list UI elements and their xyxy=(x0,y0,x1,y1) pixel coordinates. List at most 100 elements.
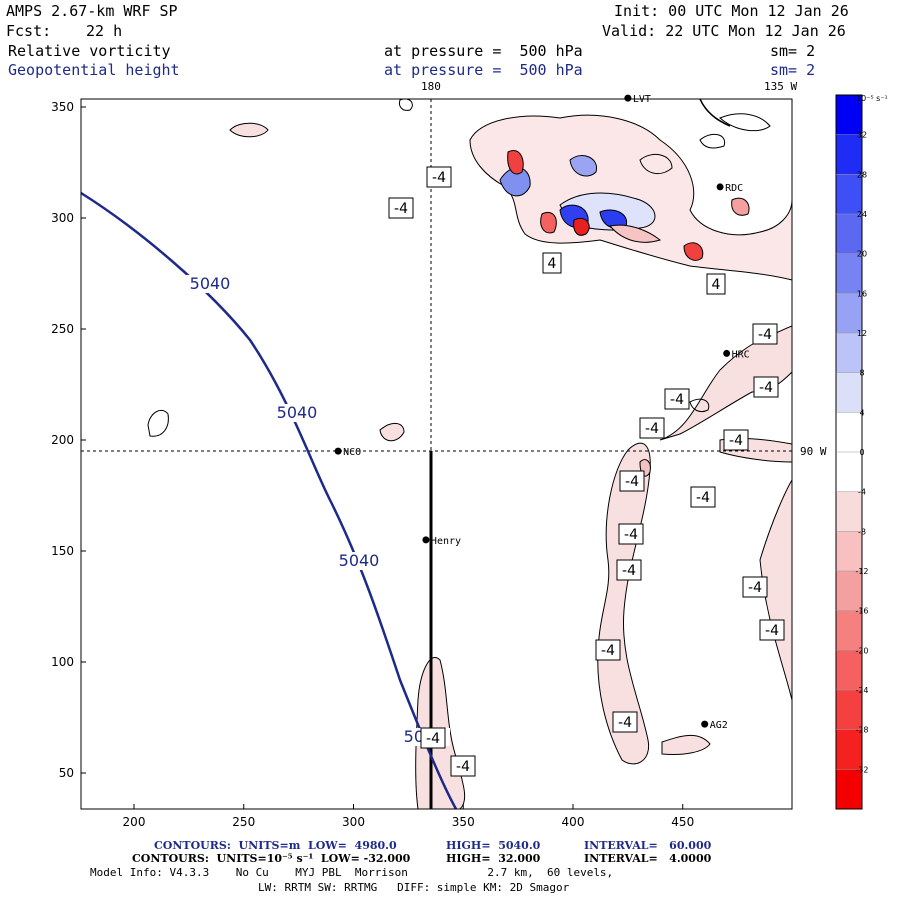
vorticity-contour-label: -4 xyxy=(758,327,772,343)
station-dot xyxy=(624,94,632,102)
parallel-label-90w: 90 W xyxy=(800,445,827,458)
colorbar-segment xyxy=(836,610,862,651)
station-markers: NCO Henry HRC RDC AG2 LVT xyxy=(334,94,750,731)
y-axis: 350 300 250 200 150 100 50 xyxy=(51,100,86,780)
vorticity-contour-label: -4 xyxy=(624,527,638,543)
y-tick-label: 150 xyxy=(51,544,74,558)
x-tick-label: 400 xyxy=(562,815,585,829)
colorbar-segment xyxy=(836,531,862,572)
colorbar-label: 32 xyxy=(857,131,867,140)
colorbar-segment xyxy=(836,372,862,413)
colorbar-segment xyxy=(836,491,862,532)
vorticity-band xyxy=(597,442,651,765)
vorticity-contour-label: -4 xyxy=(670,392,684,408)
colorbar-unit: 10⁻⁵ s⁻¹ xyxy=(856,94,888,103)
colorbar-label: -12 xyxy=(855,567,868,576)
vorticity-cluster xyxy=(683,242,704,261)
field2-level: at pressure = 500 hPa xyxy=(384,61,583,79)
vorticity-cluster xyxy=(639,153,673,175)
station-label: RDC xyxy=(725,183,743,194)
colorbar-label: -20 xyxy=(855,646,868,655)
colorbar: 32 28 24 20 16 12 8 4 0 -4 -8 -12 -16 -20 -24 -28 -32 xyxy=(835,94,869,810)
plot-frame xyxy=(80,98,793,810)
height-contour-label: 5040 xyxy=(277,403,318,422)
model-info: Model Info: V4.3.3 No Cu MYJ PBL Morriso… xyxy=(90,866,614,879)
vorticity-cluster xyxy=(609,224,662,243)
station-label: HRC xyxy=(732,349,750,360)
height-contour-5040 xyxy=(80,191,458,810)
vorticity-contour-label: -4 xyxy=(748,580,762,596)
station-label: NCO xyxy=(343,447,361,458)
vorticity-cluster xyxy=(573,218,590,236)
vorticity-label-box xyxy=(759,619,785,641)
vorticity-cell xyxy=(379,423,405,442)
station-dot xyxy=(334,447,342,455)
vorticity-contour-label: -4 xyxy=(618,715,632,731)
vorticity-label-box xyxy=(664,388,690,410)
station-label: Henry xyxy=(431,536,461,547)
field2-name: Geopotential height xyxy=(8,61,180,79)
height-contour-label: 5040 xyxy=(339,551,380,570)
vorticity-label-box xyxy=(752,323,778,345)
station-label: AG2 xyxy=(710,720,728,731)
y-tick-label: 200 xyxy=(51,433,74,447)
vorticity-label-box xyxy=(542,252,562,274)
vorticity-label-box xyxy=(723,429,749,451)
height-label-bg xyxy=(271,404,323,422)
station-dot xyxy=(422,536,430,544)
vorticity-contour-label: -4 xyxy=(394,201,408,217)
field2-smoothing: sm= 2 xyxy=(770,61,816,79)
colorbar-segment xyxy=(836,729,862,770)
station-label: LVT xyxy=(633,94,651,105)
height-contour-info-a: CONTOURS: UNITS=m LOW= 4980.0 xyxy=(154,839,397,852)
y-tick-label: 100 xyxy=(51,655,74,669)
colorbar-label: -24 xyxy=(855,686,868,695)
vorticity-cluster xyxy=(719,113,771,132)
init-time: Init: 00 UTC Mon 12 Jan 26 xyxy=(614,2,849,20)
station-dot xyxy=(716,183,724,191)
y-tick-label: 350 xyxy=(51,100,74,114)
colorbar-segment xyxy=(836,571,862,612)
vorticity-cluster xyxy=(540,212,557,234)
vorticity-cluster xyxy=(569,155,598,177)
forecast-value: 22 h xyxy=(86,22,123,40)
vorticity-cell xyxy=(689,398,710,413)
vorticity-label-box xyxy=(753,376,779,398)
vorticity-contour-label: -4 xyxy=(625,474,639,490)
vorticity-contour-label: -4 xyxy=(765,623,779,639)
x-tick-label: 450 xyxy=(671,815,694,829)
field1-smoothing: sm= 2 xyxy=(770,42,816,60)
vorticity-band xyxy=(659,325,792,441)
colorbar-label: 8 xyxy=(859,369,864,378)
colorbar-label: 20 xyxy=(857,250,867,259)
vorticity-label-box xyxy=(426,166,452,188)
colorbar-label: -4 xyxy=(858,488,866,497)
vorticity-band xyxy=(661,735,711,755)
x-tick-label: 200 xyxy=(123,815,146,829)
colorbar-label: 28 xyxy=(857,170,867,179)
vorticity-cell xyxy=(699,133,726,149)
vorticity-contour-label: -4 xyxy=(426,731,440,747)
height-label-bg xyxy=(333,552,385,570)
station-dot xyxy=(701,720,709,728)
colorbar-label: 16 xyxy=(857,289,867,298)
colorbar-label: 0 xyxy=(859,448,864,457)
height-contour-info-b: HIGH= 5040.0 xyxy=(446,839,541,852)
forecast-label: Fcst: xyxy=(6,22,52,40)
station-dot xyxy=(723,349,731,357)
vorticity-label-box xyxy=(388,197,414,219)
vorticity-contour-label: 4 xyxy=(712,277,721,293)
colorbar-segment xyxy=(836,690,862,731)
colorbar-segment xyxy=(836,95,862,136)
vorticity-cluster xyxy=(507,150,524,175)
vorticity-cluster xyxy=(399,99,413,111)
vorticity-label-box xyxy=(612,711,638,733)
model-title: AMPS 2.67-km WRF SP xyxy=(6,2,178,20)
colorbar-label: 12 xyxy=(857,329,867,338)
colorbar-segment xyxy=(836,333,862,374)
field1-level: at pressure = 500 hPa xyxy=(384,42,583,60)
vorticity-cell xyxy=(229,122,269,138)
vorticity-label-box xyxy=(618,523,644,545)
vorticity-contour-label: -4 xyxy=(432,170,446,186)
